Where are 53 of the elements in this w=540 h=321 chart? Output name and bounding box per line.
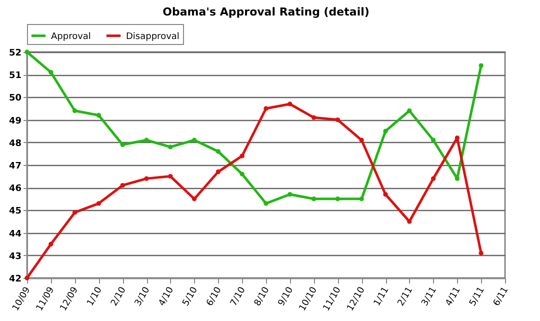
point: [264, 201, 268, 206]
point: [216, 169, 221, 174]
point: [430, 138, 436, 142]
point: [168, 144, 173, 150]
point: [288, 102, 292, 106]
point: [478, 250, 484, 256]
point: [311, 115, 316, 120]
y-tick-label: 45: [8, 206, 22, 217]
point: [96, 201, 102, 206]
point: [48, 70, 54, 75]
point: [335, 117, 340, 122]
point: [383, 192, 388, 197]
point: [216, 149, 221, 154]
point: [359, 196, 364, 202]
point: [120, 183, 125, 188]
y-tick-label: 49: [8, 116, 22, 126]
point: [120, 142, 125, 147]
point: [144, 176, 149, 181]
y-tick-label: 48: [8, 138, 22, 149]
point: [240, 172, 244, 176]
point: [72, 108, 78, 114]
legend-label: Disapproval: [126, 32, 180, 42]
y-tick-label: 47: [8, 162, 22, 172]
y-tick-label: 43: [8, 252, 22, 262]
line-series: [24, 50, 484, 206]
y-tick-label: 46: [8, 184, 22, 194]
point: [359, 138, 364, 142]
point: [407, 219, 412, 224]
point: [454, 136, 460, 140]
point: [192, 196, 197, 202]
point: [335, 196, 340, 202]
y-tick-label: 52: [8, 48, 22, 58]
point: [168, 174, 173, 179]
point: [478, 63, 484, 68]
y-tick-label: 42: [8, 274, 22, 284]
point: [407, 108, 412, 114]
point: [454, 176, 460, 181]
point: [288, 192, 292, 197]
chart-title: Obama's Approval Rating (detail): [162, 6, 370, 18]
point: [240, 154, 244, 158]
point: [383, 128, 388, 134]
point: [264, 106, 268, 111]
point: [144, 138, 149, 142]
point: [311, 196, 316, 202]
point: [430, 176, 436, 181]
point: [48, 242, 54, 246]
legend-label: Approval: [51, 32, 91, 42]
y-tick-label: 50: [8, 94, 22, 104]
point: [192, 138, 197, 142]
point: [72, 210, 78, 215]
point: [96, 112, 102, 118]
y-tick-label: 44: [8, 229, 22, 240]
y-tick-label: 51: [8, 71, 22, 82]
